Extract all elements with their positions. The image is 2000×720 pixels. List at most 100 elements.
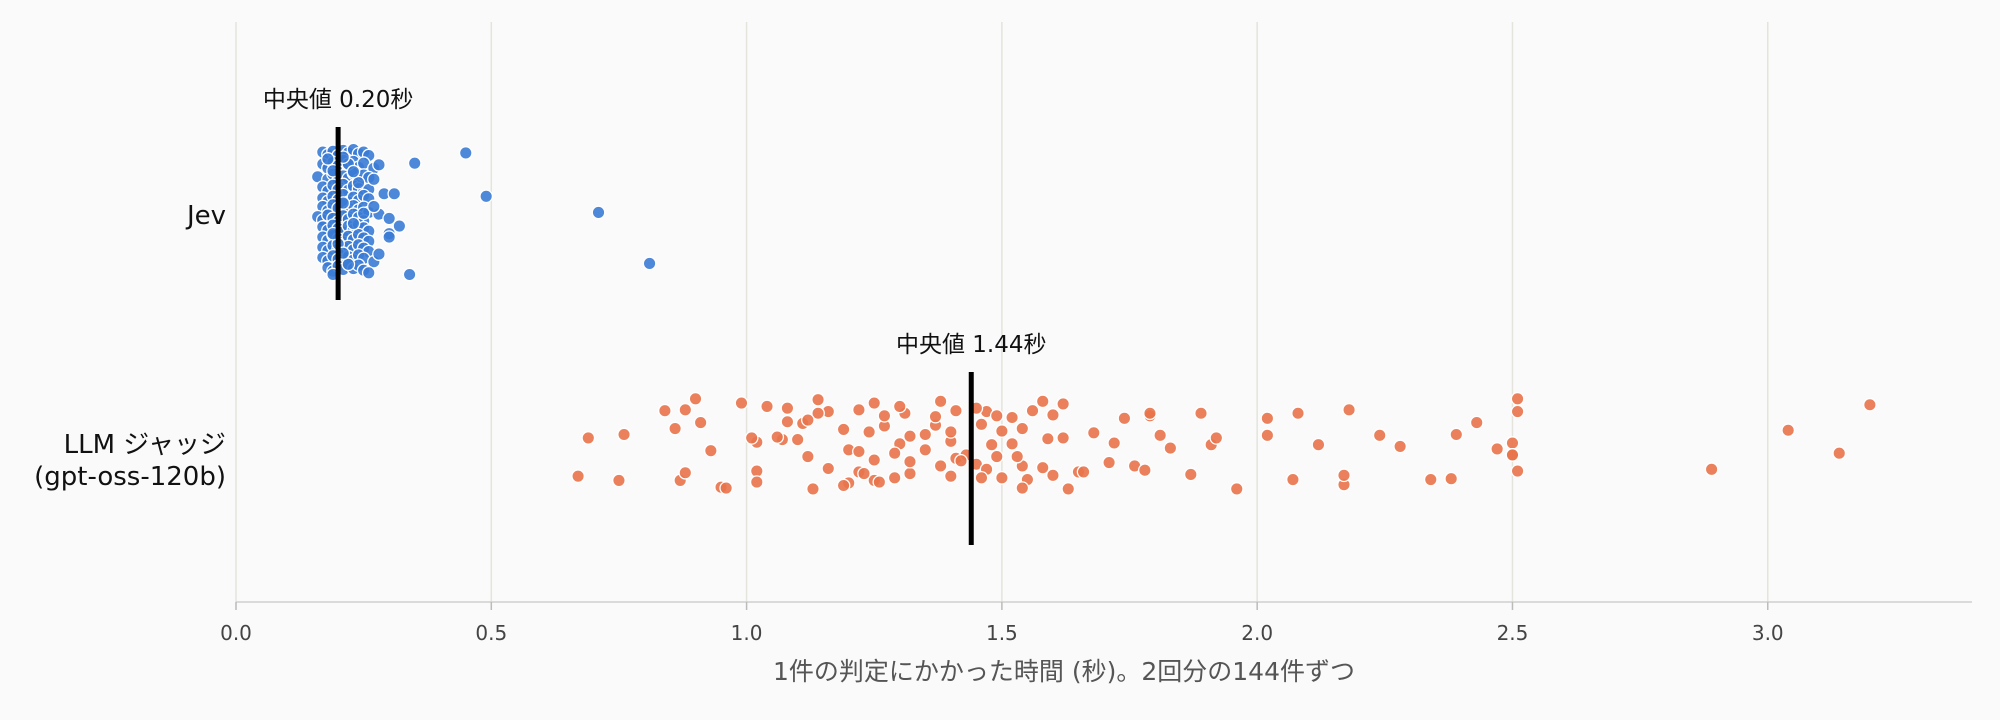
data-point — [1337, 468, 1351, 483]
data-point — [581, 431, 596, 445]
data-point — [1056, 397, 1071, 411]
data-point — [749, 475, 764, 489]
data-point — [1005, 410, 1019, 425]
data-point — [811, 392, 825, 407]
data-point — [928, 409, 943, 424]
data-point — [1076, 465, 1091, 479]
data-point — [903, 466, 917, 481]
data-point — [1505, 448, 1520, 462]
y-category-label: LLM ジャッジ(gpt-oss-120b) — [34, 430, 226, 492]
x-tick-label: 2.0 — [1241, 621, 1273, 645]
y-category-label-line: LLM ジャッジ — [64, 430, 226, 460]
data-point — [989, 408, 1004, 423]
data-point — [1061, 482, 1076, 496]
data-point — [811, 406, 825, 421]
data-point — [382, 211, 397, 226]
data-point — [1260, 411, 1275, 426]
data-point — [943, 469, 958, 483]
data-point — [933, 459, 948, 473]
x-tick-label: 0.0 — [220, 621, 252, 645]
data-point — [821, 461, 836, 476]
data-point — [1444, 471, 1459, 486]
y-category-label: Jev — [185, 201, 226, 231]
data-point — [872, 475, 887, 489]
data-point — [1163, 441, 1178, 455]
data-point — [887, 446, 902, 461]
data-point — [617, 427, 631, 442]
data-point — [1025, 403, 1040, 418]
data-point — [1229, 482, 1244, 496]
median-label: 中央値 0.20秒 — [263, 87, 414, 113]
data-point — [1510, 404, 1525, 419]
data-point — [1015, 421, 1030, 436]
x-tick-label: 1.5 — [986, 621, 1018, 645]
data-point — [770, 430, 785, 444]
data-point — [719, 481, 734, 495]
x-tick-label: 2.5 — [1497, 621, 1529, 645]
data-point — [688, 391, 703, 406]
data-point — [1423, 472, 1438, 487]
data-point — [974, 417, 989, 432]
data-point — [954, 453, 968, 468]
series-points — [571, 391, 1877, 496]
data-point — [903, 454, 917, 469]
data-point — [361, 265, 376, 280]
data-point — [836, 478, 851, 493]
data-point — [1107, 436, 1122, 450]
grid — [235, 22, 1769, 602]
data-point — [790, 432, 805, 447]
data-point — [989, 449, 1004, 464]
data-point — [984, 437, 999, 452]
data-point — [1102, 455, 1116, 470]
data-point — [351, 175, 366, 190]
data-point — [918, 442, 933, 457]
data-point — [903, 429, 917, 444]
data-point — [703, 443, 718, 458]
data-point — [734, 396, 749, 410]
data-point — [887, 470, 902, 485]
data-point — [1342, 402, 1356, 417]
data-point — [1781, 423, 1796, 438]
data-points — [310, 142, 1877, 496]
data-point — [1010, 449, 1025, 464]
data-point — [591, 205, 606, 220]
data-point — [995, 424, 1009, 438]
data-point — [1863, 397, 1877, 412]
data-point — [1260, 428, 1275, 443]
data-point — [678, 402, 693, 417]
data-point — [1194, 406, 1208, 421]
data-point — [1137, 463, 1152, 478]
data-point — [1117, 411, 1132, 426]
data-point — [678, 465, 693, 480]
data-point — [806, 482, 820, 496]
data-point — [387, 186, 402, 201]
y-category-label-line: (gpt-oss-120b) — [34, 462, 226, 492]
y-category-labels: Jev LLM ジャッジ(gpt-oss-120b) — [34, 201, 226, 492]
data-point — [1056, 431, 1071, 445]
data-point — [852, 402, 866, 417]
x-tick-label: 0.5 — [475, 621, 507, 645]
data-point — [321, 152, 335, 166]
data-point — [852, 444, 866, 459]
data-point — [392, 219, 407, 233]
data-point — [1393, 439, 1407, 454]
data-point — [995, 470, 1009, 485]
data-point — [801, 413, 815, 427]
data-point — [1086, 425, 1101, 440]
x-tick-label: 3.0 — [1752, 621, 1784, 645]
data-point — [458, 146, 473, 160]
x-axis-label: 1件の判定にかかった時間 (秒)。2回分の144件ずつ — [773, 657, 1355, 686]
data-point — [867, 453, 882, 467]
data-point — [402, 267, 417, 282]
data-point — [367, 172, 381, 187]
data-point — [612, 473, 626, 488]
data-point — [1035, 460, 1050, 475]
data-point — [642, 256, 657, 271]
data-point — [918, 427, 933, 442]
data-point — [836, 422, 851, 437]
data-point — [346, 216, 361, 231]
data-point — [1372, 428, 1387, 443]
data-point — [877, 408, 892, 423]
